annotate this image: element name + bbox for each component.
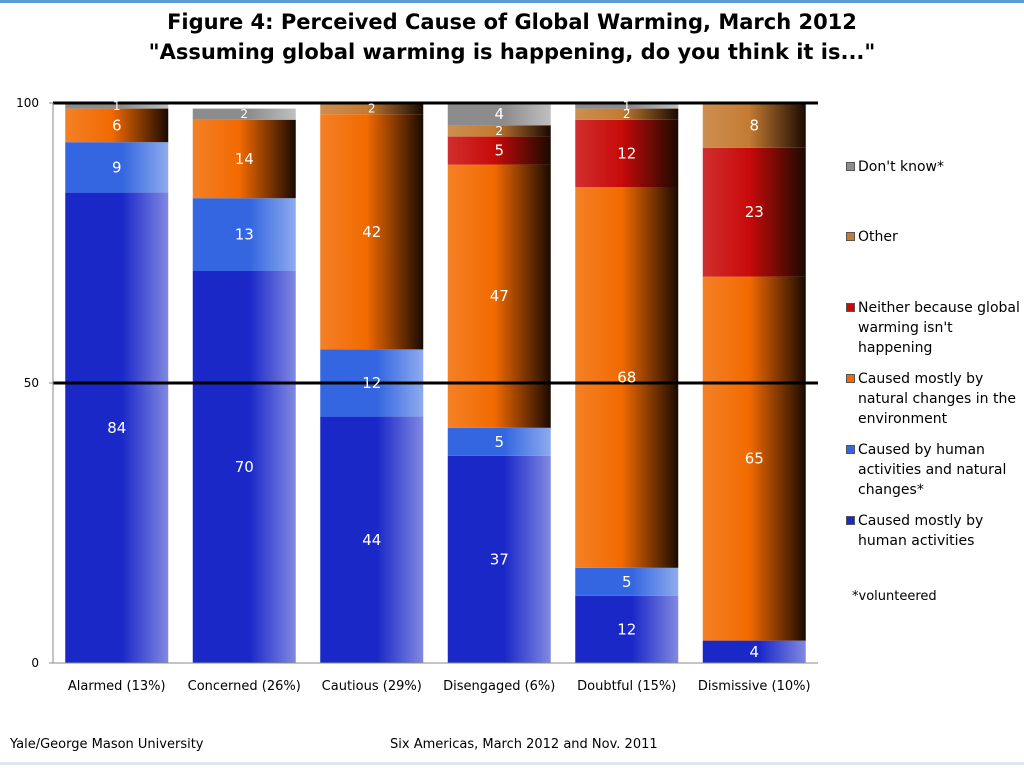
bar-doubtful-15-don-t-know bbox=[575, 103, 679, 109]
bar-dismissive-10-caused-mostly-by-human-activities bbox=[702, 640, 806, 663]
bar-doubtful-15-neither-because-global-warming-isn-t-happening bbox=[575, 119, 679, 187]
data-label-doubtful-15-other: 2 bbox=[623, 107, 631, 121]
y-tick-label-0: 0 bbox=[31, 656, 39, 670]
bar-alarmed-13-don-t-know bbox=[65, 103, 169, 109]
volunteered-note: *volunteered bbox=[852, 589, 937, 604]
y-tick-label-50: 50 bbox=[24, 376, 39, 390]
bar-cautious-29-caused-mostly-by-natural-changes-in-the-environment bbox=[320, 114, 424, 350]
legend-swatch bbox=[846, 303, 855, 312]
chart-title: Figure 4: Perceived Cause of Global Warm… bbox=[167, 10, 857, 34]
data-label-disengaged-6-caused-mostly-by-human-activities: 37 bbox=[490, 550, 509, 568]
legend-item-caused-mostly-by-human-activities: Caused mostly by human activities bbox=[846, 511, 1024, 551]
x-tick-label-alarmed-13: Alarmed (13%) bbox=[68, 679, 166, 694]
data-label-cautious-29-caused-mostly-by-natural-changes-in-the-environment: 42 bbox=[362, 223, 381, 241]
data-label-concerned-26-caused-mostly-by-natural-changes-in-the-environment: 14 bbox=[235, 150, 254, 168]
bar-doubtful-15-other bbox=[575, 108, 679, 120]
data-label-cautious-29-caused-mostly-by-human-activities: 44 bbox=[362, 531, 381, 549]
legend-swatch bbox=[846, 162, 855, 171]
top-accent-line bbox=[0, 0, 1024, 3]
data-label-dismissive-10-neither-because-global-warming-isn-t-happening: 23 bbox=[745, 203, 764, 221]
legend-label: Other bbox=[858, 229, 898, 245]
y-tick-label-100: 100 bbox=[16, 96, 39, 110]
bar-doubtful-15-caused-mostly-by-human-activities bbox=[575, 595, 679, 663]
data-label-doubtful-15-don-t-know: 1 bbox=[623, 99, 631, 113]
legend-swatch bbox=[846, 445, 855, 454]
bar-alarmed-13-caused-mostly-by-human-activities bbox=[65, 192, 169, 663]
bar-cautious-29-other bbox=[320, 103, 424, 115]
bar-disengaged-6-caused-by-human-activities-and-natural-changes bbox=[447, 427, 551, 456]
bar-disengaged-6-other bbox=[447, 125, 551, 137]
x-tick-label-dismissive-10: Dismissive (10%) bbox=[698, 679, 811, 694]
legend-label: Neither because global warming isn't hap… bbox=[858, 300, 1020, 356]
bar-disengaged-6-neither-because-global-warming-isn-t-happening bbox=[447, 136, 551, 165]
bar-doubtful-15-caused-by-human-activities-and-natural-changes bbox=[575, 567, 679, 596]
data-label-cautious-29-other: 2 bbox=[368, 102, 376, 116]
data-label-doubtful-15-neither-because-global-warming-isn-t-happening: 12 bbox=[617, 144, 636, 162]
data-label-alarmed-13-caused-by-human-activities-and-natural-changes: 9 bbox=[112, 158, 122, 176]
data-label-disengaged-6-caused-by-human-activities-and-natural-changes: 5 bbox=[494, 433, 504, 451]
data-label-alarmed-13-caused-mostly-by-natural-changes-in-the-environment: 6 bbox=[112, 116, 122, 134]
data-label-dismissive-10-other: 8 bbox=[749, 116, 759, 134]
legend-label: Caused mostly by natural changes in the … bbox=[858, 371, 1016, 427]
footer-source: Yale/George Mason University bbox=[10, 737, 204, 752]
data-label-disengaged-6-neither-because-global-warming-isn-t-happening: 5 bbox=[494, 142, 504, 160]
data-label-dismissive-10-caused-mostly-by-natural-changes-in-the-environment: 65 bbox=[745, 450, 764, 468]
bar-disengaged-6-caused-mostly-by-human-activities bbox=[447, 455, 551, 663]
data-label-alarmed-13-caused-mostly-by-human-activities: 84 bbox=[107, 419, 126, 437]
data-label-alarmed-13-don-t-know: 1 bbox=[113, 99, 121, 113]
data-label-disengaged-6-other: 2 bbox=[495, 124, 503, 138]
data-label-cautious-29-caused-by-human-activities-and-natural-changes: 12 bbox=[362, 374, 381, 392]
data-label-doubtful-15-caused-mostly-by-natural-changes-in-the-environment: 68 bbox=[617, 368, 636, 386]
data-label-disengaged-6-caused-mostly-by-natural-changes-in-the-environment: 47 bbox=[490, 287, 509, 305]
bar-alarmed-13-caused-mostly-by-natural-changes-in-the-environment bbox=[65, 108, 169, 143]
bar-alarmed-13-caused-by-human-activities-and-natural-changes bbox=[65, 142, 169, 193]
x-tick-label-doubtful-15: Doubtful (15%) bbox=[577, 679, 676, 694]
legend-label: Don't know* bbox=[858, 159, 945, 175]
footer-survey: Six Americas, March 2012 and Nov. 2011 bbox=[390, 737, 658, 752]
bar-dismissive-10-other bbox=[702, 103, 806, 148]
legend-label: Caused mostly by human activities bbox=[858, 513, 984, 549]
bar-disengaged-6-don-t-know bbox=[447, 103, 551, 126]
legend-item-other: Other bbox=[846, 227, 1024, 247]
legend-item-caused-mostly-by-natural-changes-in-the-environment: Caused mostly by natural changes in the … bbox=[846, 369, 1024, 429]
chart-subtitle: "Assuming global warming is happening, d… bbox=[148, 40, 876, 64]
legend-item-don-t-know: Don't know* bbox=[846, 157, 1024, 177]
x-tick-label-concerned-26: Concerned (26%) bbox=[188, 679, 301, 694]
x-tick-label-disengaged-6: Disengaged (6%) bbox=[443, 679, 555, 694]
data-label-concerned-26-don-t-know: 2 bbox=[240, 107, 248, 121]
legend-swatch bbox=[846, 374, 855, 383]
data-label-disengaged-6-don-t-know: 4 bbox=[494, 105, 504, 123]
bar-dismissive-10-caused-mostly-by-natural-changes-in-the-environment bbox=[702, 276, 806, 641]
legend-swatch bbox=[846, 516, 855, 525]
bar-concerned-26-caused-by-human-activities-and-natural-changes bbox=[192, 198, 296, 271]
bar-concerned-26-caused-mostly-by-human-activities bbox=[192, 271, 296, 663]
bar-cautious-29-caused-mostly-by-human-activities bbox=[320, 416, 424, 663]
legend-item-neither-because-global-warming-isn-t-happening: Neither because global warming isn't hap… bbox=[846, 298, 1024, 358]
data-label-doubtful-15-caused-mostly-by-human-activities: 12 bbox=[617, 620, 636, 638]
bar-concerned-26-caused-mostly-by-natural-changes-in-the-environment bbox=[192, 119, 296, 199]
data-label-doubtful-15-caused-by-human-activities-and-natural-changes: 5 bbox=[622, 573, 632, 591]
legend-label: Caused by human activities and natural c… bbox=[858, 442, 1007, 498]
bar-doubtful-15-caused-mostly-by-natural-changes-in-the-environment bbox=[575, 187, 679, 568]
data-label-dismissive-10-caused-mostly-by-human-activities: 4 bbox=[749, 643, 759, 661]
legend-swatch bbox=[846, 232, 855, 241]
bar-dismissive-10-neither-because-global-warming-isn-t-happening bbox=[702, 147, 806, 277]
x-tick-label-cautious-29: Cautious (29%) bbox=[322, 679, 422, 694]
bottom-accent-line bbox=[0, 762, 1024, 765]
data-label-concerned-26-caused-mostly-by-human-activities: 70 bbox=[235, 458, 254, 476]
data-label-concerned-26-caused-by-human-activities-and-natural-changes: 13 bbox=[235, 226, 254, 244]
bar-concerned-26-don-t-know bbox=[192, 108, 296, 120]
legend-item-caused-by-human-activities-and-natural-changes: Caused by human activities and natural c… bbox=[846, 440, 1024, 500]
